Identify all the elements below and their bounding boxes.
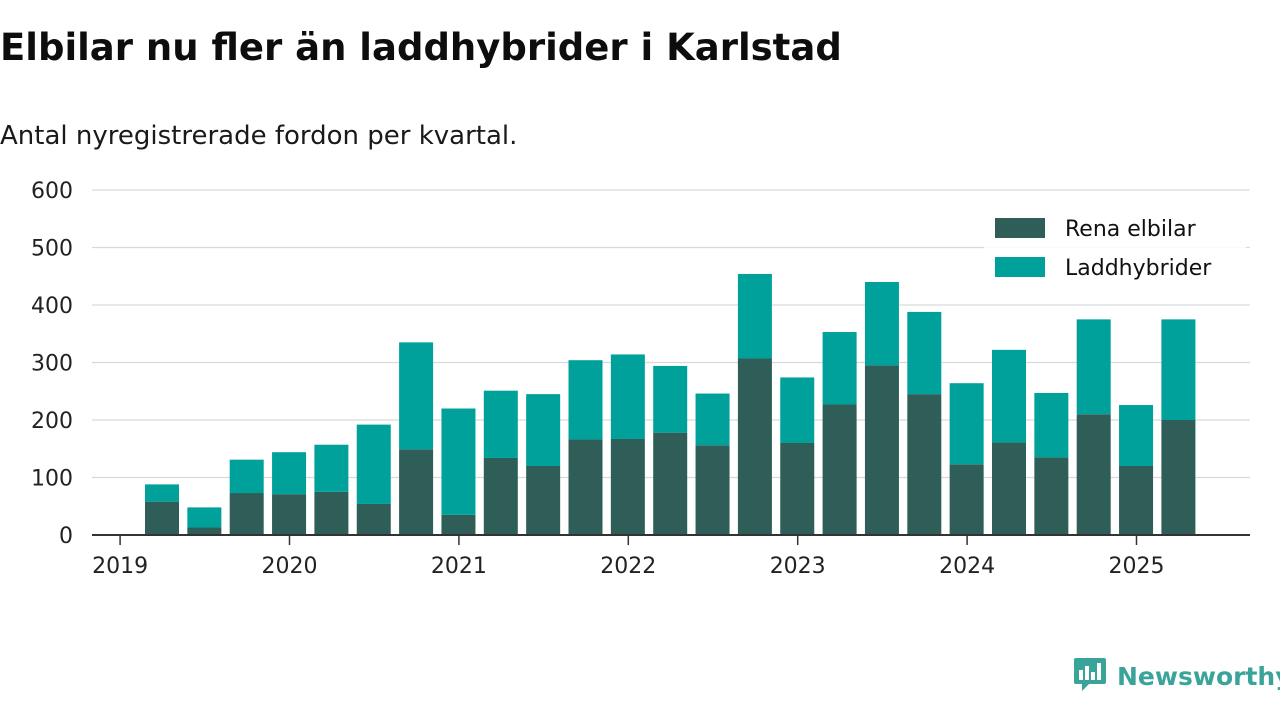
newsworthy-logo-icon bbox=[1073, 656, 1107, 696]
chart-subtitle: Antal nyregistrerade fordon per kvartal. bbox=[0, 121, 518, 151]
x-tick-label: 2019 bbox=[92, 554, 148, 579]
x-axis: 2019 2020 2021 2022 2023 2024 2025 bbox=[92, 534, 1250, 579]
bar-rena-elbilar bbox=[1161, 420, 1196, 535]
bar-laddhybrider bbox=[356, 424, 391, 504]
bar-laddhybrider bbox=[229, 459, 264, 494]
bar-rena-elbilar bbox=[653, 432, 688, 535]
bar-rena-elbilar bbox=[1034, 457, 1069, 535]
bar-rena-elbilar bbox=[356, 503, 391, 535]
bar-rena-elbilar bbox=[145, 501, 179, 535]
bar-laddhybrider bbox=[1076, 319, 1111, 415]
y-tick-label: 400 bbox=[31, 294, 73, 319]
bar-laddhybrider bbox=[610, 354, 645, 439]
bar-laddhybrider bbox=[272, 452, 307, 495]
bar-rena-elbilar bbox=[1076, 414, 1111, 535]
legend-label: Laddhybrider bbox=[1065, 256, 1212, 281]
bar-rena-elbilar bbox=[737, 358, 772, 535]
y-tick-label: 0 bbox=[59, 524, 73, 549]
bar-rena-elbilar bbox=[568, 439, 603, 535]
bar-laddhybrider bbox=[1161, 319, 1196, 420]
bar-laddhybrider bbox=[864, 282, 899, 366]
y-tick-label: 200 bbox=[31, 409, 73, 434]
x-tick-label: 2021 bbox=[431, 554, 487, 579]
bar-rena-elbilar bbox=[483, 457, 518, 535]
y-axis-ticks: 0 100 200 300 400 500 600 bbox=[31, 179, 73, 549]
bar-rena-elbilar bbox=[272, 494, 307, 535]
bar-rena-elbilar bbox=[907, 394, 942, 535]
bar-rena-elbilar bbox=[441, 514, 476, 535]
x-tick-label: 2022 bbox=[600, 554, 656, 579]
brand-name: Newsworthy bbox=[1117, 661, 1280, 691]
bar-rena-elbilar bbox=[229, 493, 264, 535]
bar-laddhybrider bbox=[653, 365, 688, 433]
legend-label: Rena elbilar bbox=[1065, 217, 1197, 242]
bar-laddhybrider bbox=[399, 342, 434, 450]
bar-laddhybrider bbox=[145, 484, 179, 502]
bar-laddhybrider bbox=[737, 273, 772, 359]
legend-swatch bbox=[995, 257, 1045, 277]
y-tick-label: 300 bbox=[31, 352, 73, 377]
bar-rena-elbilar bbox=[695, 445, 730, 535]
y-tick-label: 100 bbox=[31, 467, 73, 492]
bar-rena-elbilar bbox=[1119, 466, 1154, 535]
chart-title: Elbilar nu fler än laddhybrider i Karlst… bbox=[0, 26, 842, 69]
bar-laddhybrider bbox=[907, 311, 942, 395]
y-tick-label: 500 bbox=[31, 237, 73, 262]
legend-swatch bbox=[995, 218, 1045, 238]
bar-laddhybrider bbox=[441, 408, 476, 515]
bar-rena-elbilar bbox=[526, 466, 561, 535]
legend: Rena elbilar Laddhybrider bbox=[984, 206, 1246, 296]
x-tick-label: 2025 bbox=[1109, 554, 1165, 579]
bar-laddhybrider bbox=[526, 394, 561, 466]
bar-laddhybrider bbox=[1034, 392, 1069, 458]
bar-rena-elbilar bbox=[864, 365, 899, 535]
bar-rena-elbilar bbox=[399, 449, 434, 535]
bar-rena-elbilar bbox=[314, 491, 349, 535]
bar-laddhybrider bbox=[992, 349, 1026, 443]
x-tick-label: 2024 bbox=[939, 554, 995, 579]
bar-laddhybrider bbox=[483, 390, 518, 458]
bar-laddhybrider bbox=[822, 332, 857, 405]
bar-rena-elbilar bbox=[949, 464, 984, 535]
bars bbox=[145, 273, 1196, 535]
bar-rena-elbilar bbox=[780, 443, 815, 535]
bar-rena-elbilar bbox=[822, 404, 857, 535]
bar-laddhybrider bbox=[695, 393, 730, 446]
bar-laddhybrider bbox=[949, 383, 984, 465]
x-tick-label: 2020 bbox=[262, 554, 318, 579]
x-tick-label: 2023 bbox=[770, 554, 826, 579]
y-tick-label: 600 bbox=[31, 179, 73, 204]
bar-laddhybrider bbox=[568, 360, 603, 440]
bar-laddhybrider bbox=[187, 507, 222, 528]
bar-laddhybrider bbox=[1119, 405, 1154, 466]
bar-laddhybrider bbox=[314, 444, 349, 492]
bar-laddhybrider bbox=[780, 377, 815, 443]
bar-rena-elbilar bbox=[610, 438, 645, 535]
brand: Newsworthy bbox=[1073, 656, 1280, 696]
bar-rena-elbilar bbox=[992, 442, 1026, 535]
bar-rena-elbilar bbox=[187, 527, 222, 535]
